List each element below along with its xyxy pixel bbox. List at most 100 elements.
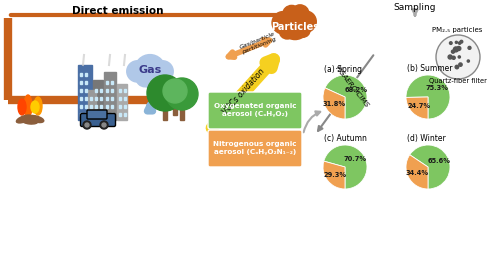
Bar xyxy=(119,105,121,108)
Bar xyxy=(90,105,92,108)
Circle shape xyxy=(436,35,480,79)
Text: (c) Autumn: (c) Autumn xyxy=(324,134,367,144)
Bar xyxy=(80,105,82,108)
Circle shape xyxy=(280,10,310,40)
Circle shape xyxy=(456,41,458,43)
Bar xyxy=(100,89,102,92)
Bar xyxy=(111,89,113,92)
Bar xyxy=(111,113,113,116)
Bar xyxy=(124,113,126,116)
Bar xyxy=(104,72,116,120)
Bar xyxy=(95,113,97,116)
Text: 31.8%: 31.8% xyxy=(322,101,346,107)
Circle shape xyxy=(136,69,154,87)
Bar xyxy=(95,105,97,108)
FancyBboxPatch shape xyxy=(80,114,116,126)
Circle shape xyxy=(127,61,148,82)
Bar xyxy=(119,113,121,116)
Text: 24.7%: 24.7% xyxy=(408,103,430,109)
Bar xyxy=(95,97,97,100)
Ellipse shape xyxy=(31,101,39,113)
Text: 34.4%: 34.4% xyxy=(405,170,428,176)
Bar xyxy=(124,105,126,108)
Bar xyxy=(85,105,87,108)
Circle shape xyxy=(134,55,166,86)
Bar xyxy=(80,89,82,92)
Bar xyxy=(80,81,82,84)
Circle shape xyxy=(458,56,460,58)
Bar xyxy=(90,97,92,100)
Circle shape xyxy=(85,123,89,127)
Text: FIGAERO-CIMS: FIGAERO-CIMS xyxy=(334,65,370,109)
Wedge shape xyxy=(410,145,450,189)
FancyBboxPatch shape xyxy=(87,110,107,119)
Circle shape xyxy=(142,72,158,88)
Text: Quartz-fiber filter: Quartz-fiber filter xyxy=(429,78,487,84)
Text: VOCs oxidation: VOCs oxidation xyxy=(221,67,267,117)
Circle shape xyxy=(280,23,295,39)
Circle shape xyxy=(460,40,463,43)
Circle shape xyxy=(166,78,198,110)
Bar xyxy=(119,97,121,100)
Ellipse shape xyxy=(24,95,32,117)
Ellipse shape xyxy=(34,97,42,115)
Circle shape xyxy=(163,79,187,103)
Bar xyxy=(90,113,92,116)
Text: 68.2%: 68.2% xyxy=(344,87,368,93)
Text: 29.3%: 29.3% xyxy=(324,172,346,178)
Bar xyxy=(173,97,177,115)
Bar xyxy=(106,89,108,92)
Circle shape xyxy=(457,46,461,51)
Circle shape xyxy=(454,47,458,52)
Bar xyxy=(95,89,97,92)
Bar xyxy=(111,97,113,100)
Bar xyxy=(106,113,108,116)
Bar xyxy=(88,90,96,120)
Bar xyxy=(100,105,102,108)
Bar xyxy=(111,81,113,84)
Bar xyxy=(100,97,102,100)
Circle shape xyxy=(296,23,310,37)
Circle shape xyxy=(468,46,471,49)
Bar xyxy=(100,113,102,116)
Wedge shape xyxy=(323,161,345,189)
Circle shape xyxy=(448,55,452,59)
Wedge shape xyxy=(406,75,450,119)
Wedge shape xyxy=(406,155,428,189)
Wedge shape xyxy=(324,145,367,189)
Ellipse shape xyxy=(22,118,38,124)
Bar xyxy=(111,105,113,108)
Circle shape xyxy=(450,42,452,44)
Circle shape xyxy=(152,61,173,82)
Text: 65.6%: 65.6% xyxy=(428,158,451,164)
Bar xyxy=(85,81,87,84)
Bar xyxy=(117,84,127,120)
Circle shape xyxy=(291,5,309,23)
Text: (d) Winter: (d) Winter xyxy=(407,134,446,144)
Circle shape xyxy=(452,56,455,59)
Circle shape xyxy=(458,42,461,44)
Bar xyxy=(80,73,82,76)
Bar xyxy=(106,81,108,84)
Bar xyxy=(119,89,121,92)
Text: (b) Summer: (b) Summer xyxy=(407,65,453,73)
Text: 70.7%: 70.7% xyxy=(344,156,366,162)
Bar xyxy=(124,97,126,100)
Ellipse shape xyxy=(16,115,32,123)
Bar xyxy=(93,80,103,120)
Wedge shape xyxy=(406,97,428,119)
Wedge shape xyxy=(323,88,345,119)
Text: Gas/particle
partitioning: Gas/particle partitioning xyxy=(238,31,278,55)
Text: 75.3%: 75.3% xyxy=(426,85,448,91)
Text: (a) Spring: (a) Spring xyxy=(324,65,362,73)
Circle shape xyxy=(147,69,165,87)
Circle shape xyxy=(102,123,106,127)
Circle shape xyxy=(272,12,294,34)
Circle shape xyxy=(100,121,108,129)
FancyBboxPatch shape xyxy=(208,130,302,167)
Bar xyxy=(80,113,82,116)
Bar xyxy=(163,102,167,120)
Circle shape xyxy=(455,65,458,69)
Circle shape xyxy=(467,60,469,62)
Bar xyxy=(85,97,87,100)
